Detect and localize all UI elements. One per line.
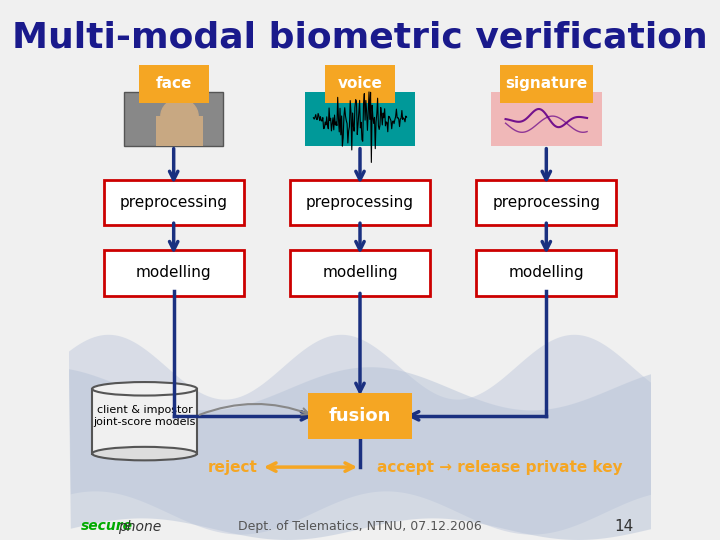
FancyBboxPatch shape xyxy=(92,389,197,454)
Text: fusion: fusion xyxy=(329,407,391,425)
FancyBboxPatch shape xyxy=(477,249,616,296)
PathPatch shape xyxy=(69,335,651,535)
Text: preprocessing: preprocessing xyxy=(120,195,228,210)
Text: 14: 14 xyxy=(614,519,634,534)
FancyBboxPatch shape xyxy=(139,65,209,103)
Text: signature: signature xyxy=(505,76,588,91)
Circle shape xyxy=(161,99,198,133)
FancyBboxPatch shape xyxy=(305,92,415,146)
Ellipse shape xyxy=(92,447,197,460)
PathPatch shape xyxy=(69,367,651,540)
Text: preprocessing: preprocessing xyxy=(306,195,414,210)
Text: modelling: modelling xyxy=(508,265,584,280)
Text: phone: phone xyxy=(118,519,161,534)
Ellipse shape xyxy=(92,382,197,395)
Text: modelling: modelling xyxy=(136,265,212,280)
Text: modelling: modelling xyxy=(322,265,398,280)
FancyBboxPatch shape xyxy=(477,179,616,226)
FancyBboxPatch shape xyxy=(104,249,243,296)
FancyBboxPatch shape xyxy=(290,179,430,226)
FancyBboxPatch shape xyxy=(325,65,395,103)
Text: voice: voice xyxy=(338,76,382,91)
FancyBboxPatch shape xyxy=(491,92,602,146)
FancyBboxPatch shape xyxy=(124,92,223,146)
FancyBboxPatch shape xyxy=(104,179,243,226)
Text: accept → release private key: accept → release private key xyxy=(377,460,623,475)
FancyBboxPatch shape xyxy=(500,65,593,103)
Text: Dept. of Telematics, NTNU, 07.12.2006: Dept. of Telematics, NTNU, 07.12.2006 xyxy=(238,520,482,533)
FancyBboxPatch shape xyxy=(307,393,413,438)
FancyBboxPatch shape xyxy=(156,116,203,146)
FancyBboxPatch shape xyxy=(290,249,430,296)
Text: secure: secure xyxy=(81,519,132,534)
Text: Multi-modal biometric verification: Multi-modal biometric verification xyxy=(12,21,708,55)
Text: reject: reject xyxy=(208,460,258,475)
Text: client & impostor
joint-score models: client & impostor joint-score models xyxy=(94,405,196,427)
Text: face: face xyxy=(156,76,192,91)
Text: preprocessing: preprocessing xyxy=(492,195,600,210)
